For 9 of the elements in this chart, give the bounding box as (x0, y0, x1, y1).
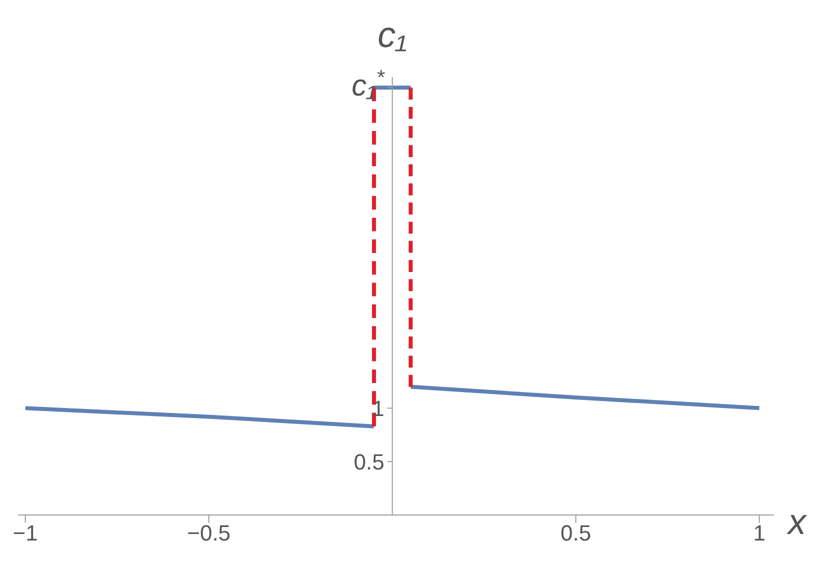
x-tick-label: 1 (753, 520, 766, 546)
y-tick-label: c₁$^{*}$ (352, 66, 386, 103)
y-axis-title: c₁ (378, 14, 408, 55)
y-tick-label: 0.5 (354, 450, 384, 475)
x-tick-label: 0.5 (560, 520, 592, 546)
x-tick-label: −1 (12, 520, 38, 546)
x-tick-label: −0.5 (187, 520, 231, 546)
x-axis-title: x (786, 500, 808, 542)
y-tick-label: 1 (372, 396, 384, 422)
